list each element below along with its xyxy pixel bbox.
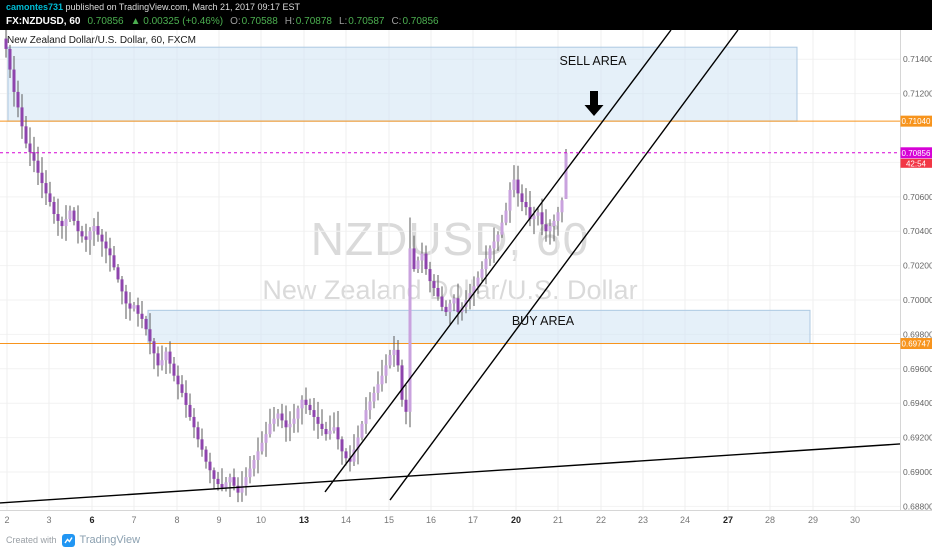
bar-countdown-badge: 42:54 [900,158,932,168]
svg-text:14: 14 [341,515,351,525]
low-value: L: 0.70587 [338,16,385,27]
svg-text:8: 8 [174,515,179,525]
publish-text: published on TradingView.com, March 21, … [63,2,301,12]
current-price-badge: 0.70856 [900,147,932,159]
svg-text:17: 17 [468,515,478,525]
sell-area-label: SELL AREA [560,54,628,68]
svg-text:10: 10 [256,515,266,525]
svg-text:9: 9 [216,515,221,525]
svg-text:24: 24 [680,515,690,525]
svg-text:0.70200: 0.70200 [903,261,932,271]
tradingview-logo-icon[interactable] [61,533,75,547]
svg-text:0.70000: 0.70000 [903,295,932,305]
svg-text:0.70600: 0.70600 [903,192,932,202]
svg-text:0.70856: 0.70856 [902,149,931,158]
svg-text:7: 7 [131,515,136,525]
svg-text:0.69747: 0.69747 [902,340,931,349]
trend-line [389,30,739,501]
svg-text:0.69800: 0.69800 [903,329,932,339]
svg-text:20: 20 [511,515,521,525]
down-arrow-icon [584,91,604,116]
svg-text:3: 3 [46,515,51,525]
svg-text:21: 21 [553,515,563,525]
publish-info-bar: camontes731 published on TradingView.com… [0,0,932,14]
time-axis[interactable]: 2 3 6 7 8 9 10 13 14 15 16 17 20 21 22 23 24 27 28 29 30 [4,515,860,525]
svg-text:0.69600: 0.69600 [903,364,932,374]
svg-text:30: 30 [850,515,860,525]
chart-area[interactable]: NZDUSD, 60 New Zealand Dollar/U.S. Dolla… [0,30,932,530]
svg-text:0.70400: 0.70400 [903,226,932,236]
svg-text:0.69000: 0.69000 [903,467,932,477]
trend-line [324,30,672,493]
svg-text:23: 23 [638,515,648,525]
svg-text:6: 6 [89,515,94,525]
buy-area-zone [147,309,811,345]
svg-text:42:54: 42:54 [906,159,927,168]
footer-bar: Created with TradingView [0,530,932,550]
sell-area-zone [7,46,798,122]
svg-text:15: 15 [384,515,394,525]
last-price: 0.70856 [87,16,124,27]
svg-text:22: 22 [596,515,606,525]
username-link[interactable]: camontes731 [6,2,64,12]
svg-text:29: 29 [808,515,818,525]
high-value: H: 0.70878 [284,16,332,27]
open-value: O: 0.70588 [230,16,278,27]
svg-text:27: 27 [723,515,733,525]
svg-text:0.68800: 0.68800 [903,501,932,511]
svg-text:16: 16 [426,515,436,525]
svg-text:28: 28 [765,515,775,525]
created-with-label: Created with [6,535,57,545]
buy-area-label: BUY AREA [512,314,575,328]
chart-legend[interactable]: New Zealand Dollar/U.S. Dollar, 60, FXCM [7,35,196,46]
svg-text:0.69400: 0.69400 [903,398,932,408]
svg-text:2: 2 [4,515,9,525]
price-change: ▲ 0.00325 (+0.46%) [130,16,224,27]
candlestick-series [4,30,568,503]
symbol-info-bar: FX:NZDUSD, 60 0.70856 ▲ 0.00325 (+0.46%)… [0,14,932,30]
svg-text:0.71400: 0.71400 [903,54,932,64]
trend-line [0,443,900,504]
svg-text:0.71200: 0.71200 [903,89,932,99]
level-price-badge: 0.71040 [900,115,932,127]
svg-text:0.71040: 0.71040 [902,117,931,126]
svg-text:13: 13 [299,515,309,525]
close-value: C: 0.70856 [391,16,439,27]
price-axis[interactable]: 0.714000.712000.708000.706000.704000.702… [903,54,932,511]
symbol-title[interactable]: FX:NZDUSD, 60 [6,16,81,27]
level-price-badge: 0.69747 [900,338,932,350]
svg-text:0.69200: 0.69200 [903,433,932,443]
tradingview-brand[interactable]: TradingView [79,534,141,546]
